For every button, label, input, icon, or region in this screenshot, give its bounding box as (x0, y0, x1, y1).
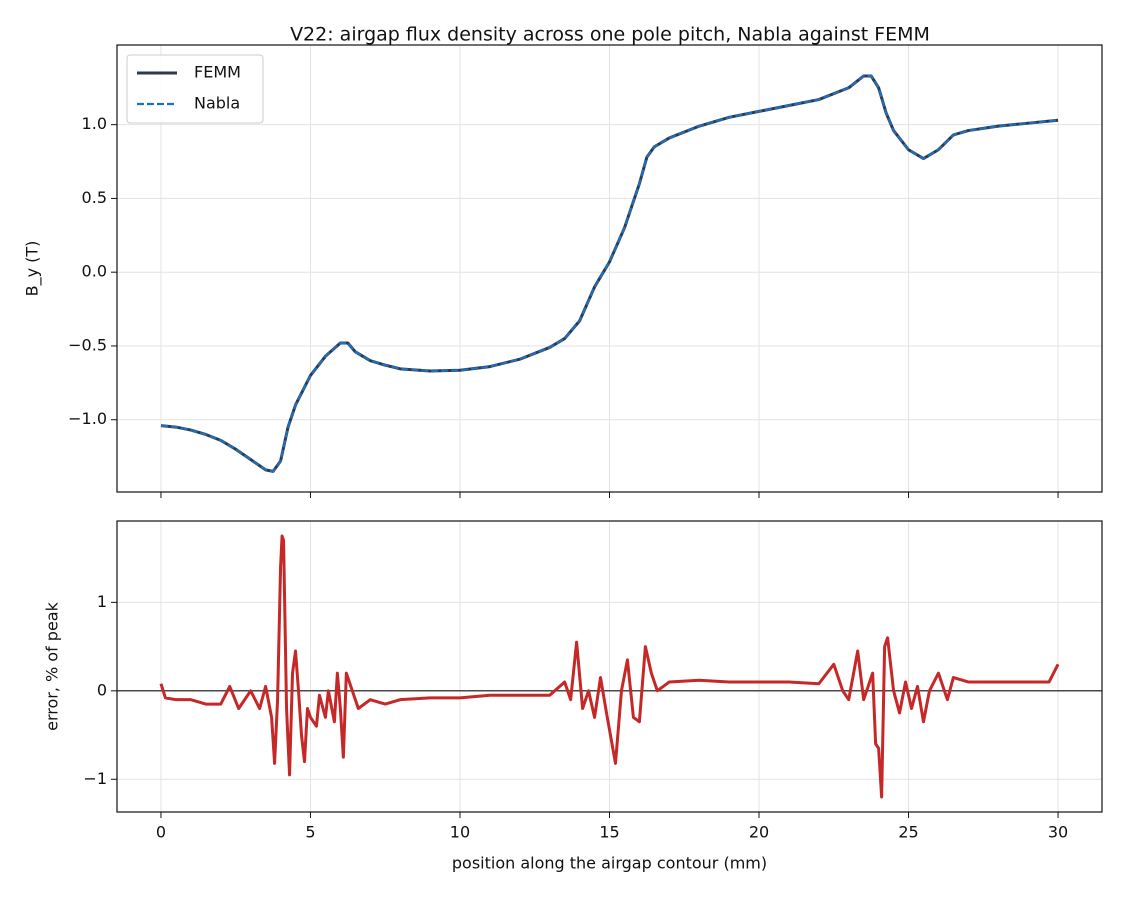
axes-frame (116, 44, 1103, 493)
y-tick-label: −1 (83, 769, 107, 788)
x-tick-label: 0 (156, 823, 166, 842)
y-axis-label: error, % of peak (43, 601, 62, 731)
x-axis-label: position along the airgap contour (mm) (452, 854, 767, 873)
legend-label: FEMM (194, 63, 241, 82)
y-tick-label: 0.5 (82, 188, 107, 207)
x-tick-label: 25 (898, 823, 918, 842)
y-tick-label: 0 (97, 680, 107, 699)
y-tick-label: 0.0 (82, 262, 107, 281)
y-tick-label: −0.5 (68, 335, 107, 354)
x-tick-label: 5 (305, 823, 315, 842)
x-tick-label: 30 (1048, 823, 1068, 842)
x-tick-label: 20 (749, 823, 769, 842)
data-line (160, 74, 1059, 473)
x-tick-label: 15 (599, 823, 619, 842)
chart-title: V22: airgap flux density across one pole… (290, 24, 930, 46)
axes-frame (116, 520, 1103, 813)
x-tick-label: 10 (450, 823, 470, 842)
legend-label: Nabla (194, 94, 240, 113)
data-line (159, 534, 1060, 799)
y-tick-label: 1.0 (82, 114, 107, 133)
y-tick-label: −1.0 (68, 409, 107, 428)
y-tick-label: 1 (97, 592, 107, 611)
y-axis-label: B_y (T) (23, 241, 43, 297)
